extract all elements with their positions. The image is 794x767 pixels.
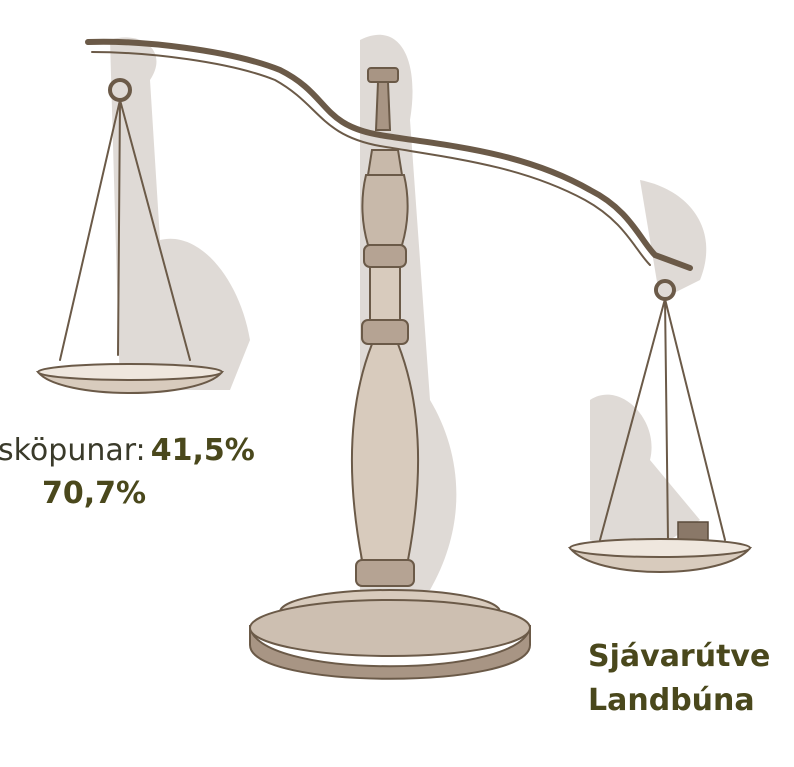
shade [110, 37, 250, 390]
left-value-2: 70,7% [42, 476, 146, 511]
right-label-2: Landbúna [588, 683, 755, 718]
pointer [374, 81, 392, 131]
left-pan-rim [37, 363, 223, 381]
column-cap [366, 149, 404, 176]
right-pan-rim [569, 538, 751, 558]
left-prefix: sköpunar: [0, 433, 146, 468]
strings [59, 99, 191, 361]
beam [85, 38, 693, 271]
ornament [367, 67, 399, 83]
scale-drawing [35, 34, 753, 680]
beam-edge [91, 51, 651, 266]
base-rim [249, 599, 531, 657]
shade [590, 394, 700, 560]
column-body [350, 343, 420, 561]
strings [599, 298, 726, 541]
right-label-1: Sjávarútve [588, 639, 770, 674]
shade [640, 180, 707, 300]
column-ring [361, 319, 409, 345]
left-label: sköpunar: 41,5% [0, 433, 255, 468]
column-top [361, 174, 409, 246]
column-neck [369, 266, 401, 321]
column-foot [355, 559, 415, 587]
left-value: 41,5% [151, 433, 255, 468]
base [249, 624, 531, 680]
column-ring [363, 244, 407, 268]
